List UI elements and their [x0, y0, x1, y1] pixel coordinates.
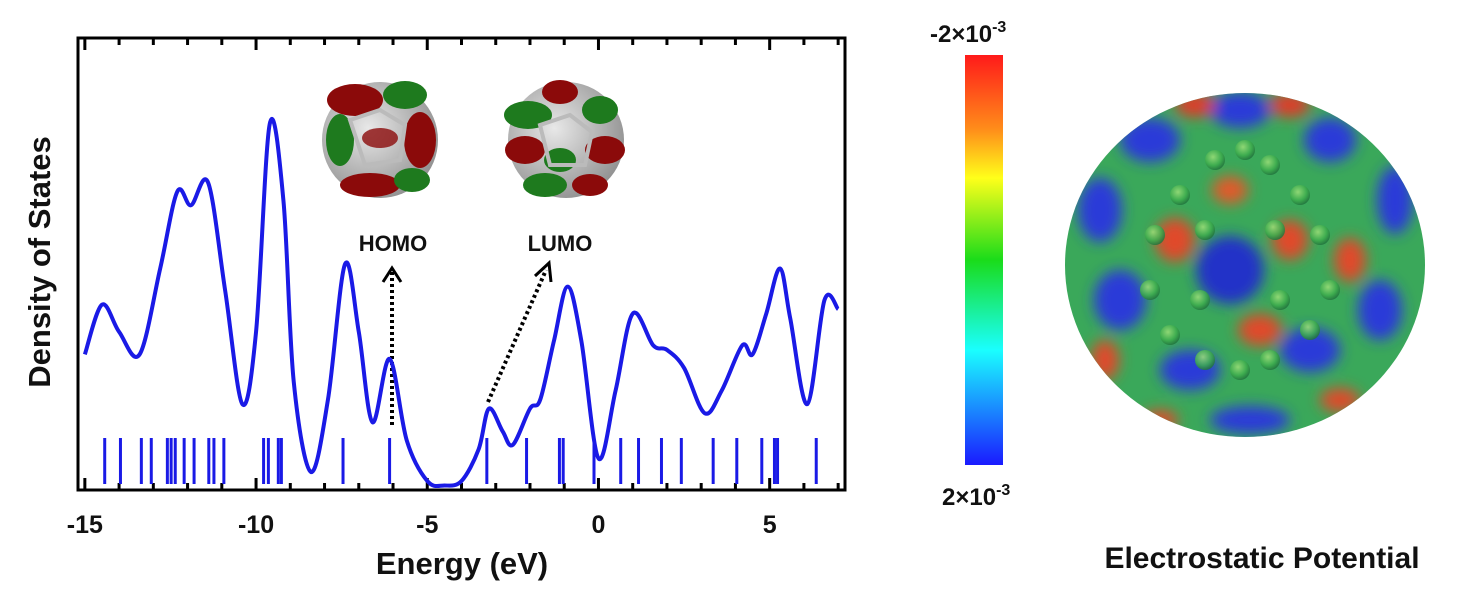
annotation: HOMO — [359, 231, 427, 256]
x-tick-label: -15 — [67, 511, 103, 539]
colorbar-top-mantissa: -2×10 — [930, 21, 992, 48]
lumo-arrow — [486, 259, 553, 403]
y-axis-label: Density of States — [22, 136, 57, 388]
lumo-orbital-image — [504, 80, 625, 198]
colorbar-bottom-label: 2×10-3 — [942, 482, 1010, 511]
panel-title: Electrostatic Potential — [1104, 542, 1419, 575]
x-tick-label: 0 — [592, 511, 606, 539]
x-tick-label: -10 — [238, 511, 274, 539]
x-tick-label: 5 — [763, 511, 777, 539]
homo-arrow — [381, 265, 403, 425]
colorbar-bottom-exponent: -3 — [996, 482, 1010, 499]
x-axis-label: Energy (eV) — [376, 546, 548, 581]
homo-orbital-image — [322, 81, 438, 198]
colorbar-bottom-mantissa: 2×10 — [942, 484, 996, 511]
x-tick-label: -5 — [416, 511, 438, 539]
potential-surface-image — [1065, 93, 1425, 437]
colorbar — [965, 55, 1003, 465]
colorbar-top-exponent: -3 — [992, 19, 1006, 36]
plot-frame — [76, 36, 847, 492]
annotation: LUMO — [528, 231, 593, 256]
dos-curve — [82, 117, 840, 489]
colorbar-top-label: -2×10-3 — [930, 19, 1006, 48]
